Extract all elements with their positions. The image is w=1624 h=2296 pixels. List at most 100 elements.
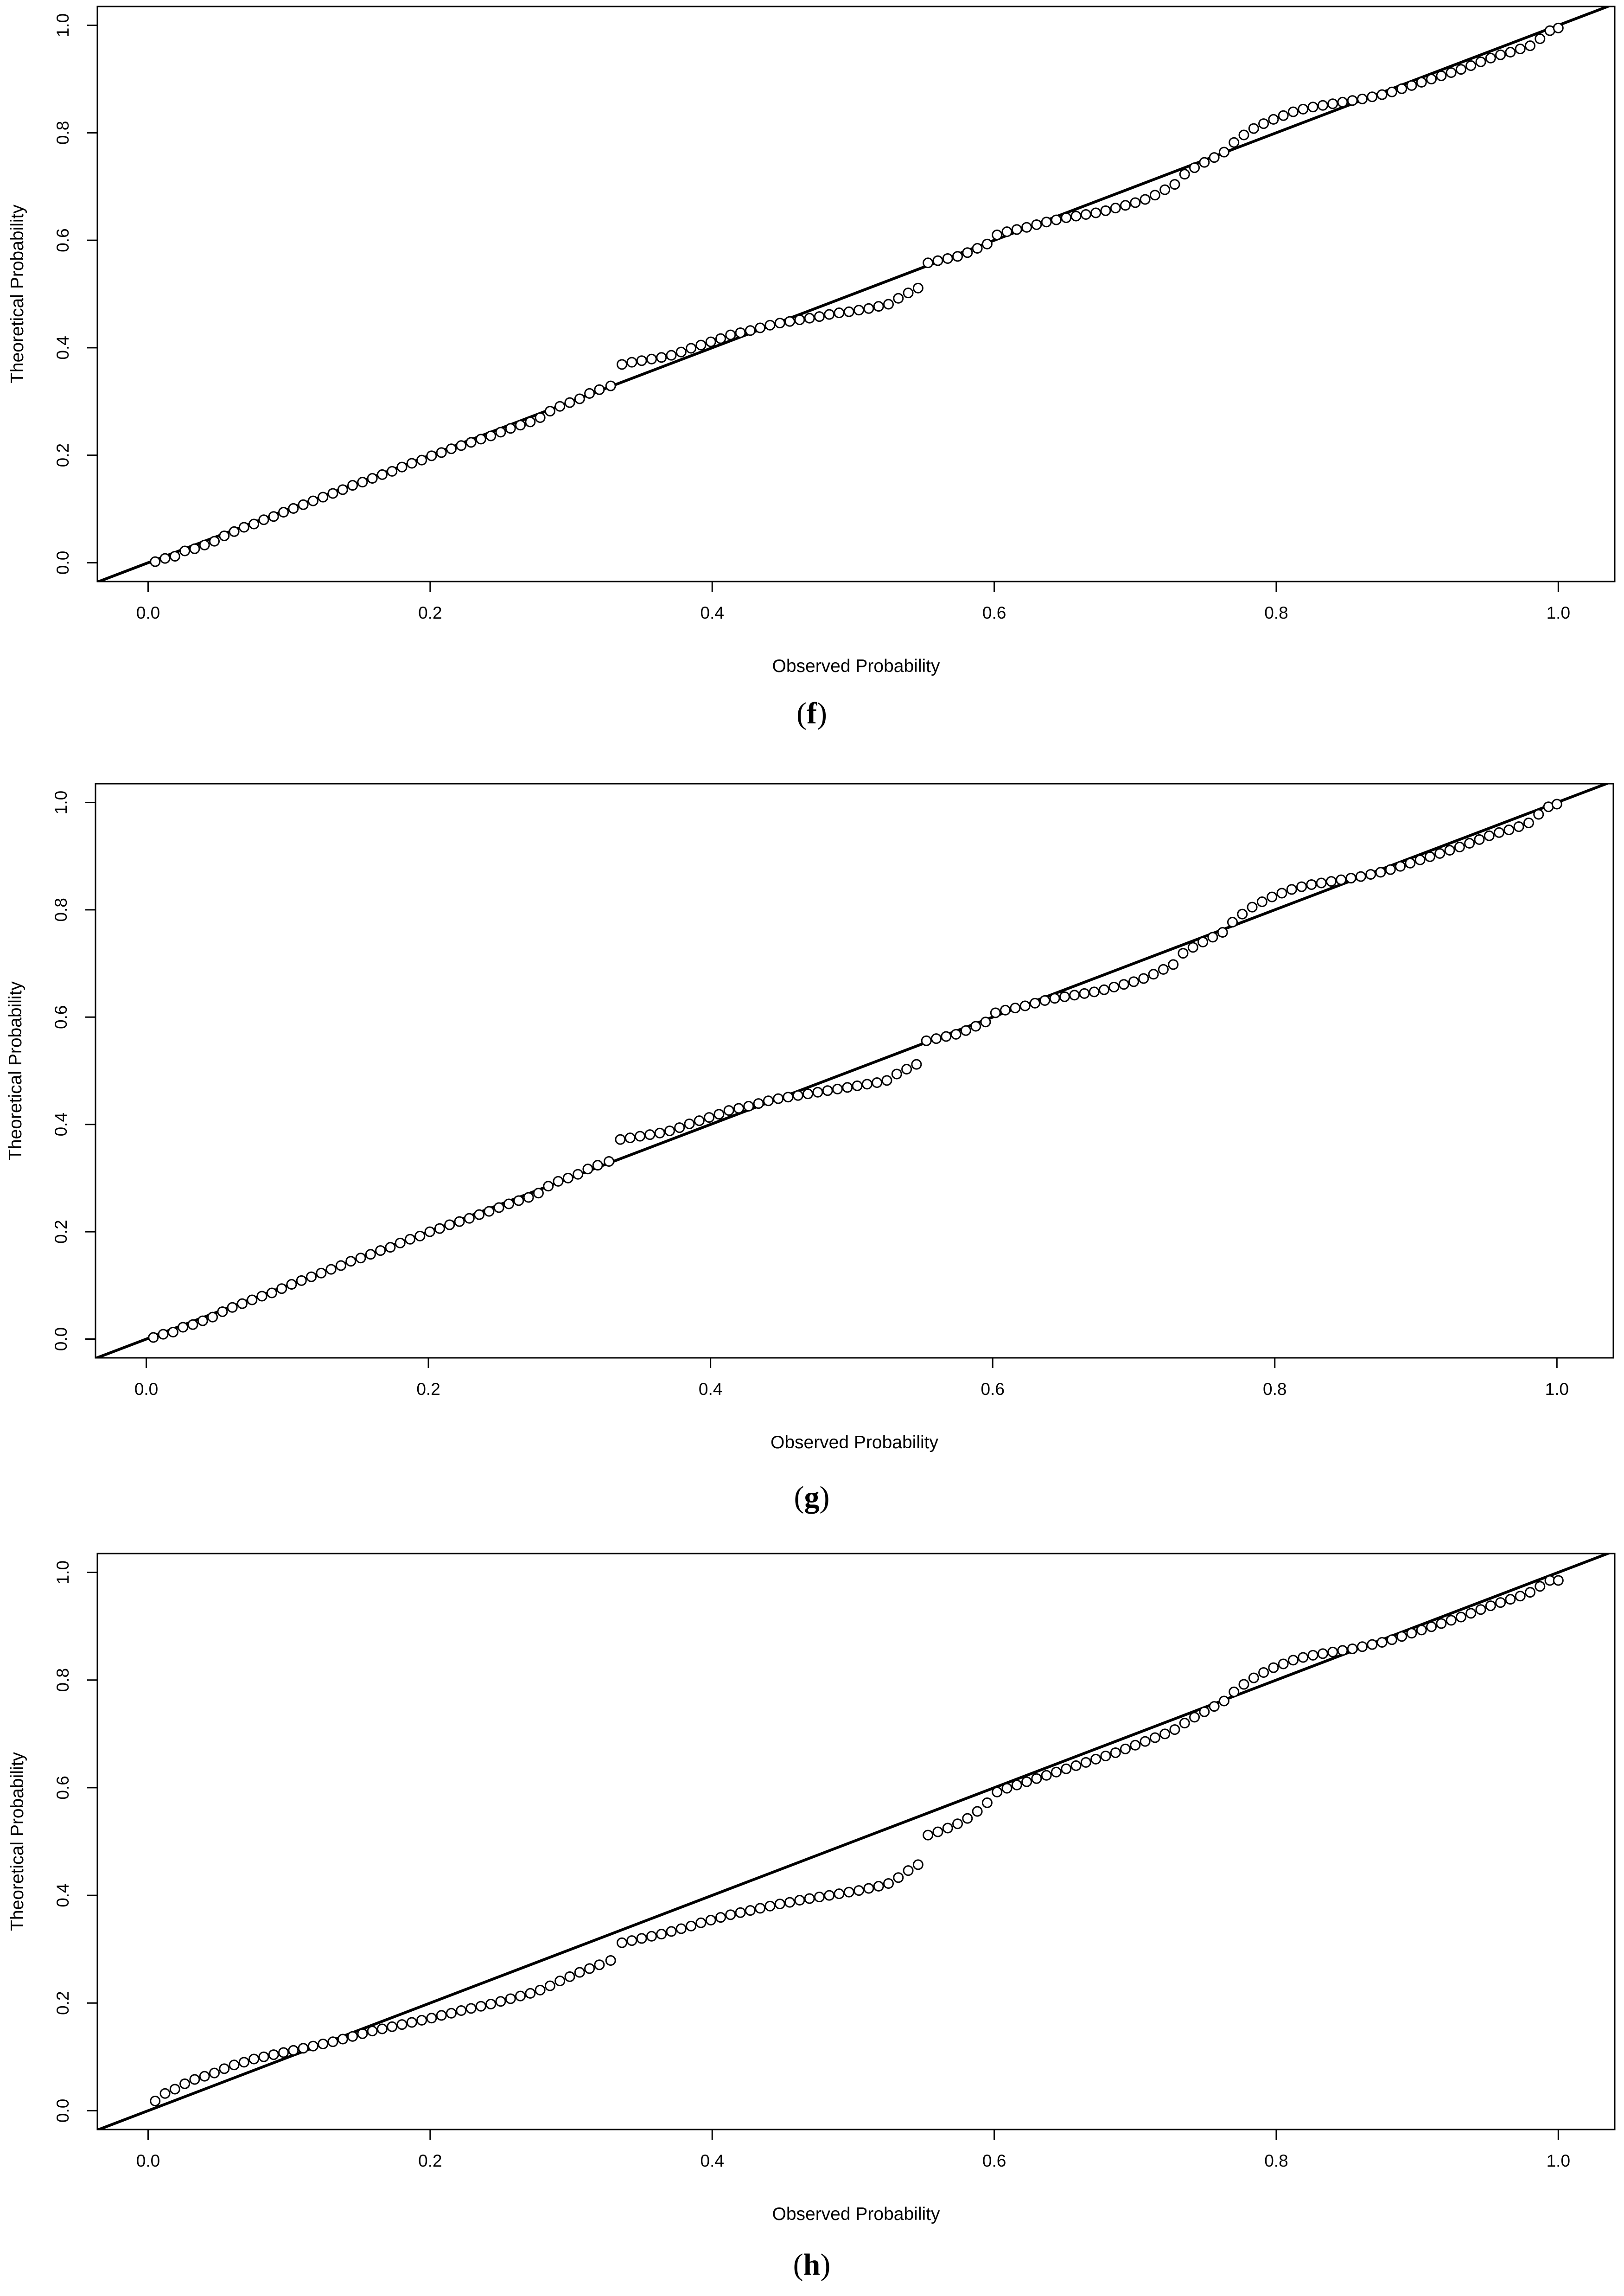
data-point — [1110, 203, 1121, 214]
data-point — [1396, 1631, 1407, 1642]
data-point — [1327, 1646, 1338, 1657]
data-point — [626, 357, 637, 368]
data-point — [814, 311, 825, 322]
data-point — [1120, 200, 1131, 211]
y-tick-label: 0.0 — [53, 2099, 72, 2123]
data-point — [1229, 137, 1240, 148]
panel-caption: (f) — [796, 697, 827, 730]
y-tick-label: 0.6 — [53, 1776, 72, 1799]
data-point — [574, 1967, 585, 1978]
data-point — [1337, 1645, 1348, 1656]
data-point — [656, 1929, 667, 1940]
data-point — [822, 1085, 833, 1096]
data-point — [396, 461, 408, 473]
data-point — [594, 1959, 605, 1970]
data-point — [923, 257, 934, 269]
data-point — [387, 2021, 398, 2032]
data-point — [733, 1103, 744, 1114]
data-point — [1209, 1701, 1220, 1712]
data-point — [1069, 990, 1080, 1001]
data-point — [207, 1311, 218, 1323]
caption-close-paren: ) — [820, 2248, 830, 2282]
data-point — [465, 2003, 477, 2014]
data-point — [1347, 95, 1358, 106]
data-point — [1248, 123, 1259, 134]
data-point — [1365, 869, 1376, 880]
x-tick-label: 0.2 — [418, 2151, 442, 2170]
data-point — [704, 1112, 715, 1123]
data-point — [375, 1245, 386, 1256]
data-point — [286, 1279, 297, 1290]
data-point — [1505, 47, 1516, 58]
data-point — [1258, 1667, 1269, 1678]
data-point — [1444, 844, 1455, 856]
x-tick-label: 0.4 — [699, 1380, 722, 1399]
y-tick-label: 0.8 — [53, 121, 72, 145]
caption-letter: f — [807, 697, 817, 730]
data-point — [1503, 825, 1515, 836]
data-point — [1306, 879, 1317, 890]
data-point — [1434, 848, 1446, 859]
y-tick-label: 1.0 — [53, 1561, 72, 1584]
data-point — [1515, 1591, 1526, 1602]
data-point — [960, 1025, 971, 1036]
data-point — [1070, 211, 1082, 222]
data-point — [605, 1955, 616, 1966]
data-point — [335, 1260, 346, 1271]
data-point — [485, 430, 497, 441]
plot-frame — [95, 783, 1614, 1359]
data-point — [179, 545, 191, 556]
data-point — [794, 314, 805, 326]
data-point — [355, 1253, 366, 1264]
data-point — [1021, 222, 1032, 233]
data-point — [873, 301, 884, 312]
data-point — [318, 492, 329, 503]
data-point — [199, 2071, 210, 2082]
data-point — [615, 1134, 626, 1145]
data-point — [1375, 867, 1386, 878]
data-point — [167, 1326, 178, 1337]
data-point — [367, 473, 378, 484]
data-point — [694, 1115, 705, 1126]
data-point — [1021, 1776, 1032, 1787]
data-point — [1209, 152, 1220, 163]
data-point — [584, 388, 595, 399]
data-point — [617, 359, 628, 370]
x-tick-label: 0.4 — [701, 2151, 724, 2170]
data-point — [169, 2084, 180, 2095]
data-point — [307, 495, 318, 506]
x-axis-title: Observed Probability — [772, 2204, 940, 2224]
data-point — [1061, 212, 1072, 223]
data-point — [446, 443, 457, 454]
data-point — [1011, 224, 1022, 235]
data-point — [148, 1332, 159, 1343]
data-point — [624, 1132, 636, 1144]
data-point — [187, 1319, 198, 1330]
data-point — [774, 1899, 785, 1910]
data-point — [853, 305, 865, 316]
data-point — [347, 480, 358, 491]
data-point — [525, 1988, 536, 1999]
data-point — [1130, 1740, 1141, 1751]
x-tick-label: 0.8 — [1263, 1380, 1286, 1399]
data-point — [562, 1172, 573, 1183]
plot-frame — [96, 1553, 1616, 2130]
data-point — [1416, 77, 1427, 88]
data-point — [347, 2031, 358, 2042]
data-point — [635, 1131, 646, 1142]
data-point — [1159, 1728, 1171, 1740]
data-point — [1089, 986, 1100, 998]
data-point — [1061, 1763, 1072, 1774]
data-point — [666, 350, 677, 361]
data-point — [664, 1126, 675, 1137]
data-point — [1100, 205, 1111, 216]
y-tick-label: 0.0 — [53, 551, 72, 575]
data-point — [903, 288, 914, 299]
data-point — [774, 318, 785, 329]
y-tick-label: 1.0 — [53, 13, 72, 37]
data-point — [992, 1786, 1003, 1797]
data-point — [745, 1905, 756, 1916]
data-point — [525, 416, 536, 428]
data-point — [436, 447, 447, 458]
